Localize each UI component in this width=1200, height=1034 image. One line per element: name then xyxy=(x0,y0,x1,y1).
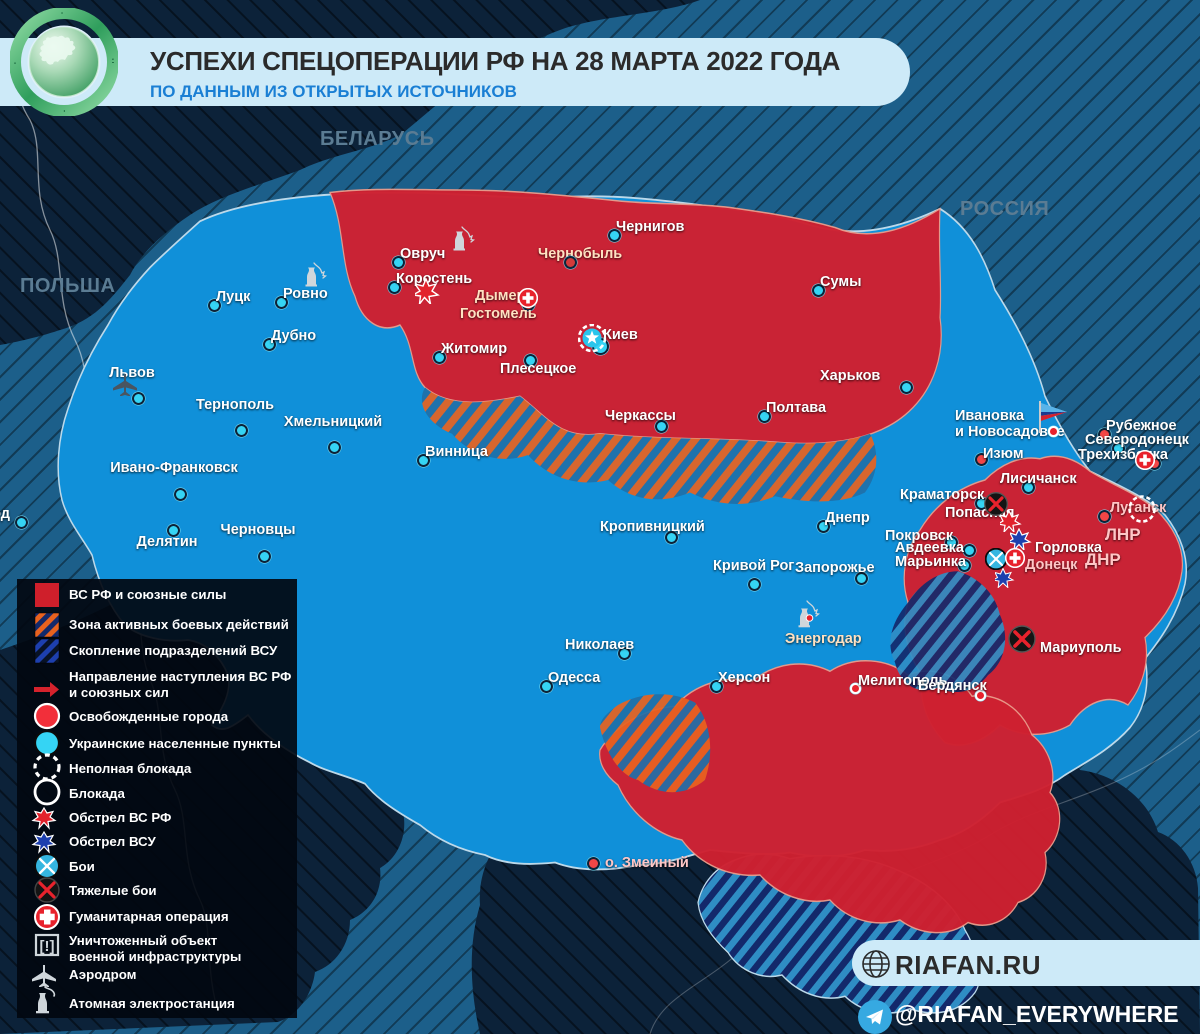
svg-text:[!]: [!] xyxy=(40,938,55,955)
